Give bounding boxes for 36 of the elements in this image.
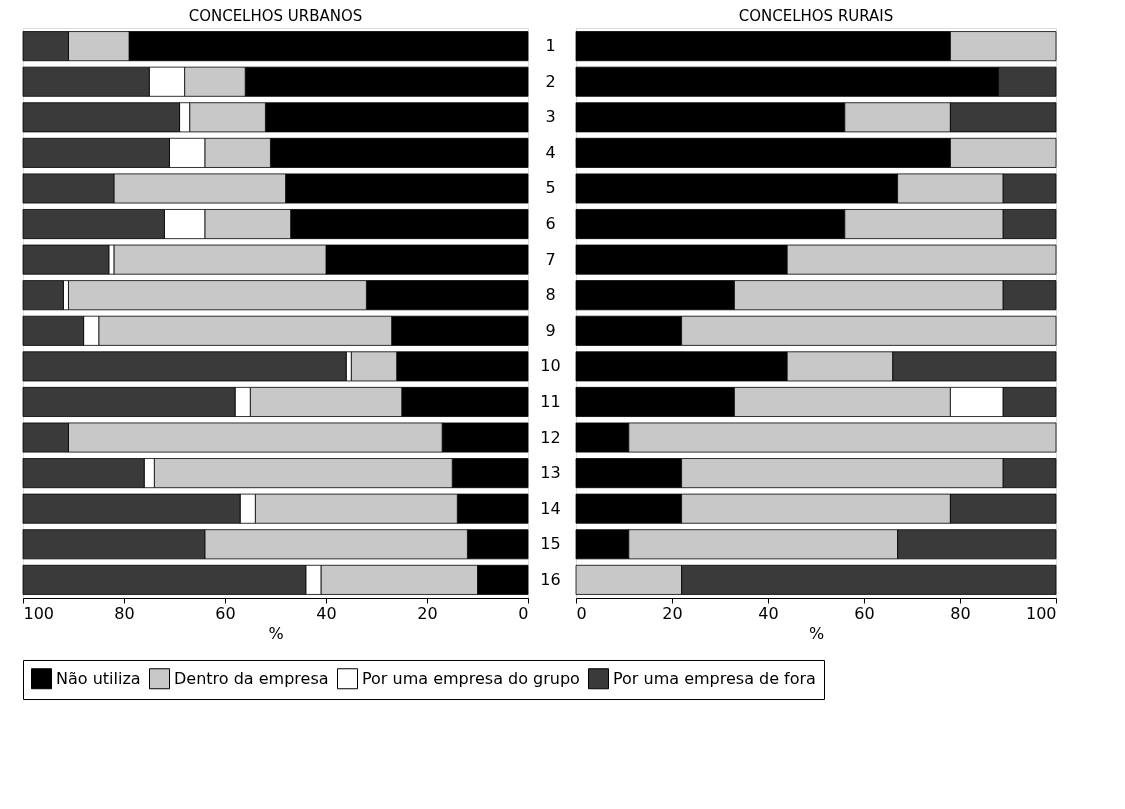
- x-tick-label: 80: [950, 603, 971, 623]
- x-tick-label: 80: [114, 603, 135, 623]
- y-tick-label: 15: [540, 534, 561, 554]
- y-tick-label: 7: [545, 249, 556, 269]
- x-tick-label: 20: [662, 603, 683, 623]
- y-tick-label: 14: [540, 498, 561, 518]
- x-tick-label: 40: [316, 603, 337, 623]
- x-tick-label: 100: [23, 603, 55, 623]
- x-tick-label: 60: [215, 603, 236, 623]
- y-tick-label: 11: [540, 391, 561, 411]
- x-axis-title: %: [268, 623, 284, 643]
- legend-label: Por uma empresa do grupo: [362, 668, 580, 688]
- y-tick-label: 9: [545, 320, 556, 340]
- y-tick-label: 12: [540, 427, 561, 447]
- y-tick-label: 13: [540, 463, 561, 483]
- y-tick-label: 5: [545, 178, 556, 198]
- x-tick-label: 40: [758, 603, 779, 623]
- x-tick-label: 20: [417, 603, 438, 623]
- chart-title: CONCELHOS URBANOS: [188, 7, 363, 25]
- x-axis-title: %: [808, 623, 825, 643]
- y-tick-label: 8: [545, 285, 556, 305]
- y-tick-label: 6: [545, 214, 556, 234]
- y-tick-label: 3: [545, 107, 556, 127]
- x-tick-label: 0: [518, 603, 529, 623]
- chart-title: CONCELHOS RURAIS: [738, 7, 894, 25]
- x-tick-label: 60: [854, 603, 875, 623]
- y-tick-label: 4: [545, 142, 556, 162]
- legend-label: Por uma empresa de fora: [613, 668, 816, 688]
- y-tick-label: 1: [545, 36, 556, 56]
- legend-label: Não utiliza: [56, 668, 141, 688]
- y-tick-label: 2: [545, 71, 556, 91]
- y-tick-label: 16: [540, 569, 561, 589]
- x-tick-label: 0: [576, 603, 587, 623]
- y-tick-label: 10: [540, 356, 561, 376]
- x-tick-label: 100: [1025, 603, 1057, 623]
- legend-label: Dentro da empresa: [174, 668, 329, 688]
